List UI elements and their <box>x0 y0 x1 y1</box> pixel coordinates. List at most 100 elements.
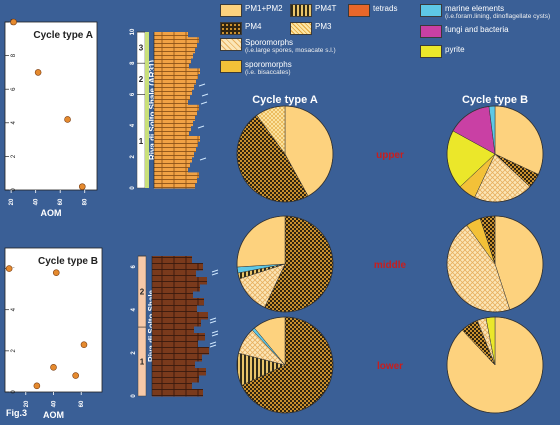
lithology-bed <box>154 110 197 116</box>
pie-outline <box>446 316 544 414</box>
y-tick-label: 6 <box>11 87 17 91</box>
lithology-bed <box>154 120 193 127</box>
aom-series-line <box>12 21 83 187</box>
sample-marker <box>199 157 207 161</box>
sample-marker <box>209 341 217 348</box>
lithology-bed <box>154 172 199 179</box>
legend-item-pm4t: PM4T <box>290 4 336 17</box>
legend-swatch <box>220 22 242 35</box>
lithology-bed <box>152 277 207 285</box>
legend-item-fungi: fungi and bacteria <box>420 25 509 38</box>
lithology-bed <box>154 99 188 106</box>
phase-label: lower <box>377 361 403 372</box>
legend-label: sporomorphs (i.e. bisaccates) <box>245 60 292 76</box>
x-tick-label: 20 <box>9 198 15 205</box>
aom-plot-area <box>4 21 98 191</box>
lithology-bed <box>154 130 189 137</box>
lithology-bed <box>154 78 196 85</box>
phase-label: upper <box>376 150 404 161</box>
depth-tick-label: 2 <box>130 154 136 158</box>
legend-label: PM4T <box>315 4 337 13</box>
legend: PM1+PM2 PM4T tetrads marine elements (i.e.fo… <box>220 0 560 86</box>
legend-swatch <box>220 4 242 17</box>
x-axis-label: AOM <box>41 208 62 218</box>
legend-item-pm3: PM3 <box>290 22 331 35</box>
lithology-bed <box>152 347 209 355</box>
lithology-bed <box>152 389 203 397</box>
unit-label: 2 <box>139 75 144 84</box>
lithology-bed <box>154 68 200 75</box>
unit-label: 2 <box>140 288 145 297</box>
lithology-bed <box>154 177 197 184</box>
sample-marker <box>197 125 205 129</box>
lithology-bed <box>154 89 192 95</box>
lithology-bed <box>154 47 195 54</box>
depth-tick-label: 4 <box>130 123 136 127</box>
legend-label: Sporomorphs (i.e.large spores, mosacate s… <box>245 38 336 54</box>
lithology-bed <box>152 340 198 348</box>
x-tick-label: 20 <box>24 400 30 407</box>
pie-outline <box>236 215 334 313</box>
legend-sublabel: (i.e. bisaccates) <box>245 69 291 76</box>
lithology-bed <box>152 298 204 306</box>
sample-marker <box>198 83 206 87</box>
lithology-bed <box>154 146 196 153</box>
lithology-bed <box>154 125 191 132</box>
figure-label: Fig.3 <box>6 408 27 418</box>
green-band <box>145 32 149 188</box>
lithology-bed <box>154 156 192 163</box>
pie-b-middle <box>446 215 544 313</box>
aom-data-point <box>80 341 88 348</box>
lithology-bed <box>154 151 194 158</box>
aom-data-point <box>34 69 42 76</box>
pie-outline <box>236 316 334 414</box>
lithology-bed <box>152 382 192 390</box>
depth-tick-label: 6 <box>130 92 136 96</box>
aom-data-point <box>78 183 86 190</box>
legend-item-pm4: PM4 <box>220 22 261 35</box>
lithology-bed <box>154 84 194 90</box>
sample-marker <box>211 330 219 337</box>
legend-label: PM1+PM2 <box>245 4 283 13</box>
depth-tick-label: 6 <box>131 264 137 268</box>
legend-swatch <box>420 4 442 17</box>
pie-outline <box>236 105 334 203</box>
pie-column-title-b: Cycle type B <box>462 94 528 106</box>
aom-data-point <box>5 265 13 272</box>
lithology-bed <box>152 368 206 376</box>
aom-chart-title: Cycle type A <box>33 30 93 41</box>
aom-chart-a: Cycle type A024681020406080AOM <box>4 18 98 218</box>
unit-scale-bar <box>136 31 146 189</box>
pie-a-upper <box>236 105 334 203</box>
aom-data-point <box>72 372 79 379</box>
depth-tick-label: 4 <box>131 308 137 312</box>
lithology-bed <box>152 354 202 362</box>
lithology-bed <box>154 52 193 59</box>
aom-data-point <box>10 18 17 26</box>
column-title: Riva di Solto Shale (AR31) <box>148 60 157 160</box>
legend-item-bisaccates: sporomorphs (i.e. bisaccates) <box>220 60 292 76</box>
sample-marker <box>201 93 209 97</box>
unit-label: 3 <box>139 44 144 53</box>
legend-swatch <box>220 38 242 51</box>
legend-sublabel: (i.e.foram.lining, dinoflagellate cysts) <box>445 13 551 20</box>
x-tick-label: 60 <box>79 400 85 407</box>
pie-column-title-a: Cycle type A <box>252 94 318 106</box>
legend-label: pyrite <box>445 45 465 54</box>
phase-label: middle <box>374 260 407 271</box>
y-tick-label: 2 <box>11 349 17 353</box>
legend-swatch <box>420 25 442 38</box>
legend-label: tetrads <box>373 4 398 13</box>
pie-a-lower <box>236 316 334 414</box>
lithology-bed <box>154 141 198 147</box>
legend-item-tetrads: tetrads <box>348 4 397 17</box>
y-tick-label: 8 <box>11 53 17 57</box>
lithology-bed <box>154 32 188 38</box>
y-tick-label: 2 <box>11 154 17 158</box>
lithology-bed <box>152 361 195 369</box>
x-tick-label: 60 <box>58 198 64 205</box>
depth-tick-label: 0 <box>130 186 136 190</box>
